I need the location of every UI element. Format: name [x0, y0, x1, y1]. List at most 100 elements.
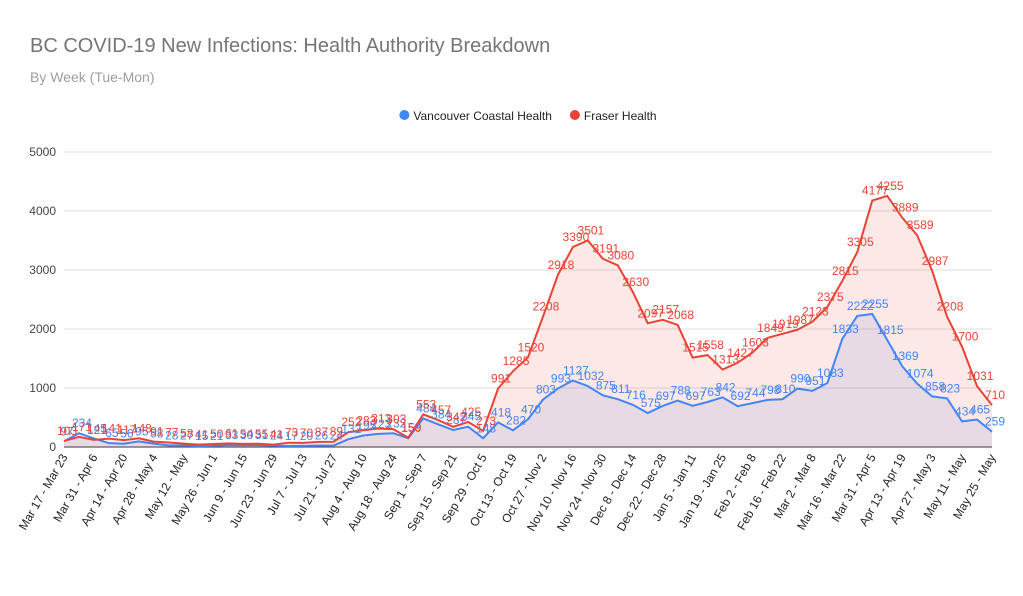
data-label: 842: [716, 380, 736, 394]
data-label: 2208: [937, 300, 964, 314]
chart-subtitle: By Week (Tue-Mon): [30, 69, 154, 85]
data-label: 30: [240, 428, 254, 442]
data-label: 697: [686, 389, 706, 403]
data-label: 3501: [578, 223, 605, 237]
legend-item: Fraser Health: [569, 109, 657, 123]
data-label: 418: [491, 405, 511, 419]
data-label: 1987: [787, 313, 814, 327]
data-label: 2918: [548, 258, 575, 272]
data-label: 287: [446, 413, 466, 427]
data-label: 54: [240, 427, 254, 441]
data-label: 73: [285, 426, 299, 440]
data-label: 384: [431, 407, 451, 421]
data-label: 282: [506, 413, 526, 427]
data-label: 26: [315, 428, 329, 442]
data-label: 2157: [652, 303, 679, 317]
data-label: 990: [790, 372, 810, 386]
data-label: 3191: [592, 242, 619, 256]
legend-marker: [569, 110, 580, 120]
data-label: 56: [120, 427, 134, 441]
data-label: 763: [701, 385, 721, 399]
legend-label: Fraser Health: [584, 109, 657, 123]
data-label: 103: [57, 424, 77, 438]
data-label: 2987: [922, 254, 949, 268]
data-label: 159: [401, 421, 421, 435]
data-label: 65: [105, 426, 119, 440]
data-label: 17: [285, 429, 299, 443]
data-label: 1127: [563, 364, 589, 378]
data-label: 259: [985, 415, 1005, 429]
data-label: 3889: [892, 201, 919, 215]
area: [64, 313, 992, 447]
data-label: 273: [476, 414, 496, 428]
data-label: 1074: [907, 367, 934, 381]
data-label: 41: [195, 428, 209, 442]
y-tick-label: 5000: [29, 145, 56, 159]
data-label: 993: [551, 371, 571, 385]
data-label: 470: [521, 402, 541, 416]
data-label: 61: [225, 426, 239, 440]
data-label: 234: [72, 416, 92, 430]
data-label: 803: [536, 383, 556, 397]
data-label: 141: [102, 422, 122, 436]
data-label: 148: [476, 421, 496, 435]
data-label: 1849: [757, 321, 784, 335]
data-label: 1520: [518, 340, 545, 354]
data-label: 252: [341, 415, 361, 429]
legend-label: Vancouver Coastal Health: [413, 109, 552, 123]
data-label: 91: [150, 425, 164, 439]
data-label: 2375: [817, 290, 844, 304]
legend-item: Vancouver Coastal Health: [399, 109, 552, 123]
data-label: 1700: [952, 330, 979, 344]
data-label: 150: [401, 421, 421, 435]
data-label: 2630: [622, 275, 649, 289]
data-label: 811: [611, 382, 630, 396]
data-label: 223: [371, 417, 391, 431]
data-label: 2208: [533, 300, 560, 314]
y-tick-label: 1000: [29, 381, 56, 395]
data-label: 2255: [862, 297, 889, 311]
data-label: 27: [180, 428, 194, 442]
data-label: 97: [60, 424, 74, 438]
data-label: 24: [270, 429, 284, 443]
data-label: 171: [72, 420, 92, 434]
data-label: 425: [461, 405, 481, 419]
data-label: 4255: [877, 179, 904, 193]
data-label: 810: [775, 382, 795, 396]
data-label: 21: [210, 429, 224, 443]
data-label: 1031: [967, 369, 994, 383]
data-label: 798: [760, 383, 780, 397]
chart-title: BC COVID-19 New Infections: Health Autho…: [30, 35, 550, 57]
data-label: 484: [416, 401, 436, 415]
data-label: 50: [210, 427, 224, 441]
y-tick-label: 4000: [29, 204, 56, 218]
data-label: 3589: [907, 218, 934, 232]
data-label: 823: [940, 381, 960, 395]
data-label: 575: [641, 396, 661, 410]
data-label: 1369: [892, 349, 919, 363]
data-label: 3390: [563, 230, 590, 244]
data-label: 132: [341, 422, 361, 436]
data-label: 2222: [847, 299, 874, 313]
data-label: 788: [671, 384, 691, 398]
line: [63, 312, 993, 448]
data-label: 1919: [772, 317, 799, 331]
data-label: 121: [87, 423, 107, 437]
data-label: 465: [970, 403, 990, 417]
data-label: 15: [195, 429, 209, 443]
data-label: 3080: [607, 248, 634, 262]
data-label: 1032: [578, 369, 605, 383]
data-label: 195: [356, 418, 376, 432]
data-label: 1427: [727, 346, 754, 360]
data-label: 744: [746, 386, 766, 400]
data-label: 697: [656, 389, 676, 403]
data-label: 2097: [637, 306, 664, 320]
data-label: 55: [255, 427, 269, 441]
data-label: 1285: [503, 354, 530, 368]
legend-marker: [399, 110, 410, 120]
data-label: 3305: [847, 235, 874, 249]
data-label: 28: [165, 428, 179, 442]
data-label: 232: [386, 416, 406, 430]
line: [63, 194, 993, 446]
